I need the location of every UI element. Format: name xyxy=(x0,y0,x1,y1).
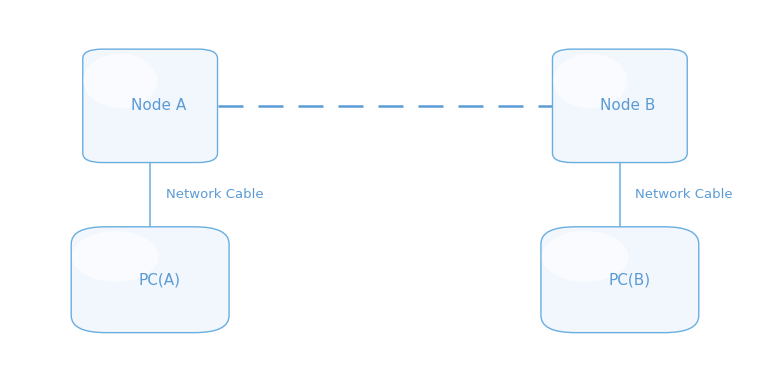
Text: PC(B): PC(B) xyxy=(608,272,651,287)
FancyBboxPatch shape xyxy=(72,227,229,333)
Ellipse shape xyxy=(72,231,159,282)
Text: PC(A): PC(A) xyxy=(139,272,181,287)
Ellipse shape xyxy=(542,231,628,282)
Text: Node A: Node A xyxy=(131,98,186,113)
Ellipse shape xyxy=(553,54,628,108)
Text: Network Cable: Network Cable xyxy=(635,188,733,201)
Text: Node B: Node B xyxy=(601,98,655,113)
FancyBboxPatch shape xyxy=(553,49,688,163)
Text: Network Cable: Network Cable xyxy=(166,188,263,201)
Ellipse shape xyxy=(83,54,158,108)
FancyBboxPatch shape xyxy=(541,227,699,333)
FancyBboxPatch shape xyxy=(83,49,217,163)
